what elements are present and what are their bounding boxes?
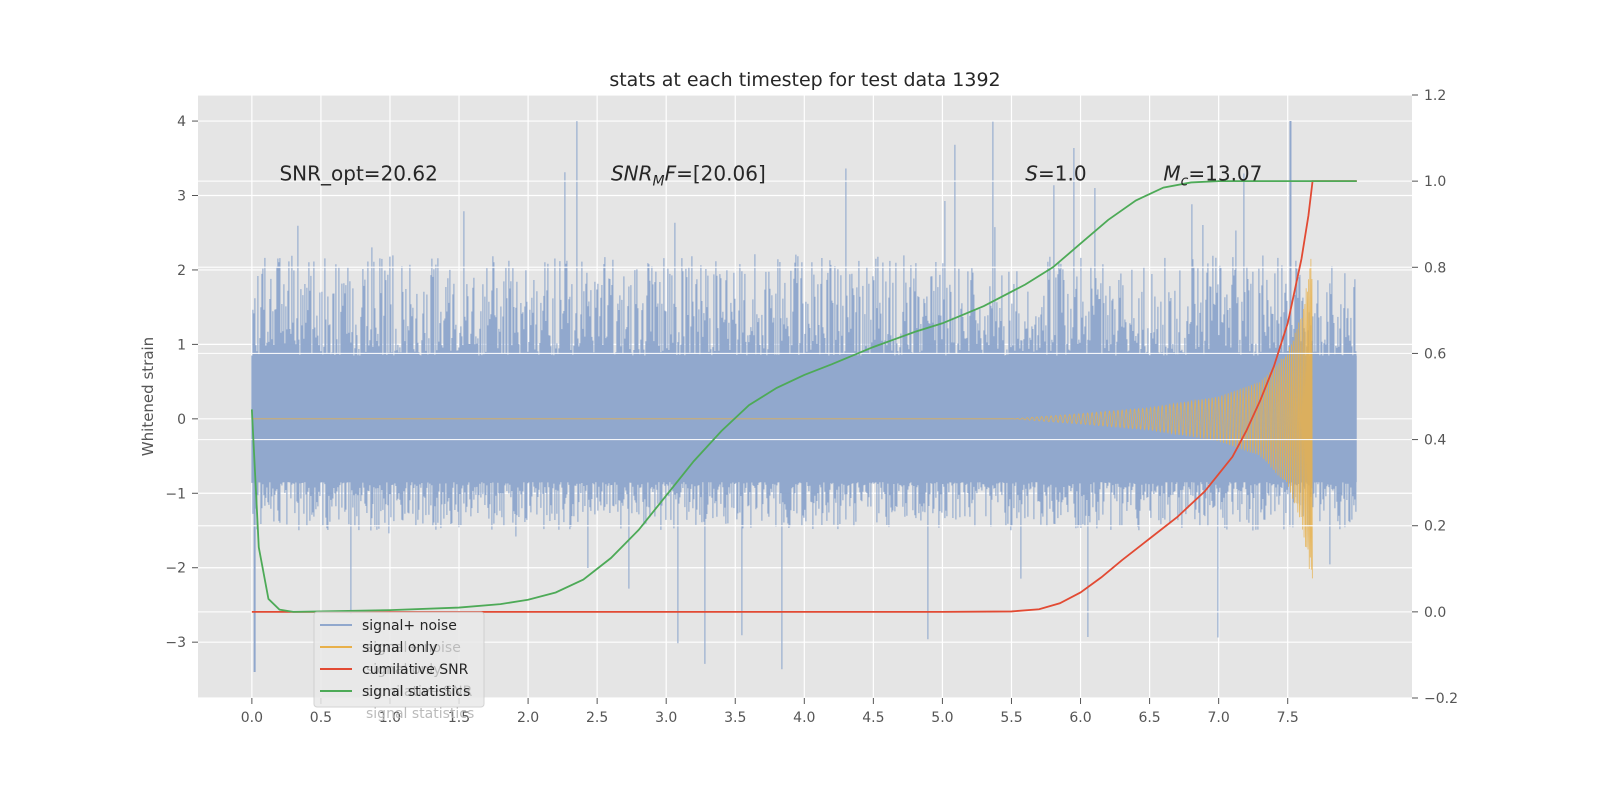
annotation-base: M xyxy=(1163,162,1180,186)
x-tick-label: 5.0 xyxy=(931,710,953,726)
y2-tick-label: 0.0 xyxy=(1424,605,1446,621)
annotation-subscript: c xyxy=(1181,174,1189,190)
x-tick-label: 1.5 xyxy=(448,710,470,726)
legend-label: signal+ noise xyxy=(362,618,457,634)
y-tick-label: −1 xyxy=(165,486,186,502)
x-tick-label: 3.5 xyxy=(724,710,746,726)
legend-label: signal only xyxy=(362,640,437,656)
y-tick-label: 2 xyxy=(177,263,186,279)
annotation-rest-italic: F xyxy=(665,162,677,186)
y2-tick-label: 0.2 xyxy=(1424,519,1446,535)
y2-tick-label: 1.0 xyxy=(1424,174,1446,190)
y2-tick-label: 0.6 xyxy=(1424,346,1446,362)
legend-ghost-text: signal only xyxy=(366,662,441,678)
legend-label: cumilative SNR xyxy=(362,662,469,678)
annotation-base: S xyxy=(1025,162,1038,186)
axes: 0.0 0.5 1.0 1.5 2.0 2.5 3.0 3.5 4.0 4.5 5.0 5.5 6.0 6… xyxy=(165,88,1458,726)
annotation-snr-mf: SNRMF=[20.06] xyxy=(611,162,766,190)
y2-tick-label: 0.8 xyxy=(1424,260,1446,276)
x-tick-label: 1.0 xyxy=(379,710,401,726)
legend-ghost-text: signal+ noise xyxy=(366,640,461,656)
x-tick-label: 7.5 xyxy=(1277,710,1299,726)
legend-ghost-text: cumilative SNR xyxy=(366,684,473,700)
x-tick-label: 2.5 xyxy=(586,710,608,726)
series-lines xyxy=(250,180,1357,613)
y-tick-label: 4 xyxy=(177,114,186,130)
legend-ghost-text: signal statistics xyxy=(366,706,474,722)
y2-tick-label: −0.2 xyxy=(1424,691,1458,707)
y2-tick-label: 0.4 xyxy=(1424,433,1446,449)
chart-title: stats at each timestep for test data 139… xyxy=(609,69,1000,91)
annotation-base: SNR xyxy=(611,162,653,186)
y2-tick-label: 1.2 xyxy=(1424,88,1446,104)
annotation-rest: =13.07 xyxy=(1188,162,1262,186)
series-signal-only xyxy=(251,258,1313,579)
series-cumilative-snr xyxy=(251,180,1357,613)
y-tick-label: 0 xyxy=(177,412,186,428)
annotations: SNR_opt=20.62 SNRMF=[20.06] S=1.0 Mc=13.07 xyxy=(279,162,1262,190)
x-tick-label: 3.0 xyxy=(655,710,677,726)
annotation-subscript: M xyxy=(653,174,665,190)
annotation-s-stat: S=1.0 xyxy=(1025,162,1086,186)
annotation-rest: =1.0 xyxy=(1038,162,1087,186)
annotation-mc: Mc=13.07 xyxy=(1163,162,1262,190)
y-tick-label: 3 xyxy=(177,189,186,205)
x-tick-label: 0.5 xyxy=(310,710,332,726)
y-axis-label: Whitened strain xyxy=(139,337,157,456)
x-tick-label: 2.0 xyxy=(517,710,539,726)
series-signal-statistics xyxy=(250,180,1357,613)
legend-box xyxy=(313,611,485,708)
annotation-rest-value: =[20.06] xyxy=(676,162,766,186)
annotation-snr-opt: SNR_opt=20.62 xyxy=(279,162,437,186)
x-tick-label: 5.5 xyxy=(1000,710,1022,726)
y-tick-label: 1 xyxy=(177,337,186,353)
x-tick-label: 0.0 xyxy=(241,710,263,726)
x-tick-label: 4.0 xyxy=(793,710,815,726)
y-tick-label: −2 xyxy=(165,561,186,577)
x-tick-label: 6.5 xyxy=(1138,710,1160,726)
legend-label: signal statistics xyxy=(362,684,470,700)
x-tick-label: 6.0 xyxy=(1069,710,1091,726)
y-tick-label: −3 xyxy=(165,635,186,651)
x-tick-label: 4.5 xyxy=(862,710,884,726)
x-tick-label: 7.0 xyxy=(1208,710,1230,726)
signal-trace xyxy=(251,258,1313,579)
